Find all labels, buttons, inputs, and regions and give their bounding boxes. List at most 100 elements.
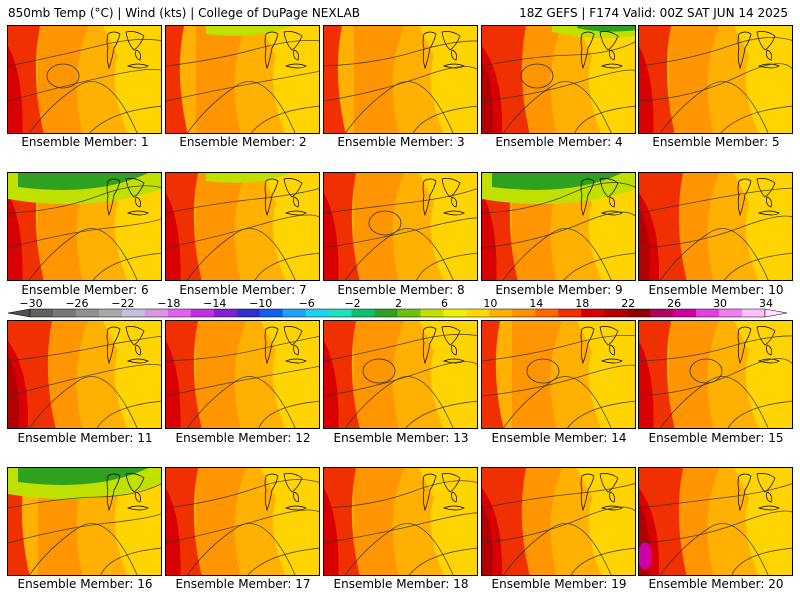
temperature-field-map [482,173,635,280]
ensemble-map-panel [638,25,793,134]
colorbar-tick-label: −14 [203,297,226,310]
ensemble-member-label: Ensemble Member: 16 [17,577,153,591]
colorbar-swatch [512,309,536,317]
ensemble-member-label: Ensemble Member: 5 [652,135,780,149]
colorbar-swatch [420,309,444,317]
ensemble-member-label: Ensemble Member: 11 [17,431,153,445]
ensemble-member-label: Ensemble Member: 19 [491,577,627,591]
ensemble-member-label: Ensemble Member: 12 [175,431,311,445]
ensemble-map-panel [481,320,636,429]
ensemble-map-panel [638,172,793,281]
ensemble-member-label: Ensemble Member: 17 [175,577,311,591]
colorbar-tick-label: 2 [395,297,402,310]
colorbar-swatch [305,309,330,317]
colorbar-tick-label: 10 [483,297,497,310]
ensemble-map-panel [165,320,320,429]
colorbar-swatch [121,309,146,317]
ensemble-member-label: Ensemble Member: 18 [333,577,469,591]
colorbar-swatch [742,309,766,317]
colorbar-tick-label: −6 [299,297,315,310]
ensemble-member-label: Ensemble Member: 4 [495,135,623,149]
colorbar-swatch [236,309,261,317]
ensemble-map-panel [638,467,793,576]
colorbar-swatch [75,309,100,317]
ensemble-member-label: Ensemble Member: 8 [337,283,465,297]
ensemble-member-label: Ensemble Member: 14 [491,431,627,445]
colorbar-swatch [489,309,513,317]
colorbar-swatch [52,309,77,317]
ensemble-member-label: Ensemble Member: 10 [648,283,784,297]
colorbar-swatch [282,309,307,317]
temperature-field-map [639,468,792,575]
temperature-field-map [324,26,477,133]
colorbar-swatch [673,309,697,317]
ensemble-member-label: Ensemble Member: 9 [495,283,623,297]
temperature-field-map [482,321,635,428]
colorbar-swatch [650,309,674,317]
temperature-colorbar: −30−26−22−18−14−10−6−2261014182226303438… [7,297,788,318]
temperature-field-map [324,468,477,575]
ensemble-map-panel [638,320,793,429]
ensemble-map-panel [7,320,162,429]
colorbar-swatch [466,309,490,317]
colorbar-swatch [558,309,582,317]
ensemble-map-panel [323,320,478,429]
colorbar-tick-label: −26 [65,297,88,310]
colorbar-swatch [443,309,467,317]
temperature-field-map [324,173,477,280]
map-title: 850mb Temp (°C) | Wind (kts) | College o… [8,6,361,20]
temperature-field-map [482,26,635,133]
colorbar-tick-label: 14 [529,297,543,310]
ensemble-map-panel [481,467,636,576]
ensemble-member-label: Ensemble Member: 15 [648,431,784,445]
colorbar-high-arrow [764,308,788,318]
colorbar-tick-label: −30 [19,297,42,310]
ensemble-map-panel [7,172,162,281]
header: 850mb Temp (°C) | Wind (kts) | College o… [0,0,800,22]
colorbar-tick-label: 30 [713,297,727,310]
colorbar-low-arrow [7,308,31,318]
temperature-field-map [482,468,635,575]
temperature-field-map [639,26,792,133]
temperature-field-map [8,173,161,280]
ensemble-member-label: Ensemble Member: 2 [179,135,307,149]
colorbar-tick-label: −10 [249,297,272,310]
colorbar-tick-label: 18 [575,297,589,310]
ensemble-map-panel [7,25,162,134]
colorbar-swatch [604,309,628,317]
ensemble-map-panel [481,25,636,134]
ensemble-member-label: Ensemble Member: 6 [21,283,149,297]
temperature-field-map [8,468,161,575]
ensemble-map-panel [481,172,636,281]
temperature-field-map [166,321,319,428]
run-valid-time: 18Z GEFS | F174 Valid: 00Z SAT JUN 14 20… [519,6,788,20]
ensemble-member-label: Ensemble Member: 7 [179,283,307,297]
colorbar-swatch [719,309,743,317]
ensemble-member-label: Ensemble Member: 13 [333,431,469,445]
colorbar-swatch [351,309,376,317]
colorbar-swatch [696,309,720,317]
ensemble-map-panel [165,467,320,576]
colorbar-tick-label: −22 [111,297,134,310]
colorbar-swatch [259,309,284,317]
temperature-field-map [324,321,477,428]
temperature-field-map [166,173,319,280]
colorbar-tick-label: −2 [344,297,360,310]
temperature-field-map [166,468,319,575]
colorbar-tick-label: 26 [667,297,681,310]
colorbar-swatch [374,309,398,317]
colorbar-swatch [144,309,169,317]
temperature-field-map [8,26,161,133]
colorbar-swatch [213,309,238,317]
temperature-field-map [166,26,319,133]
colorbar-swatch [167,309,192,317]
colorbar-tick-label: 34 [759,297,773,310]
colorbar-tick-label: 6 [441,297,448,310]
ensemble-member-label: Ensemble Member: 20 [648,577,784,591]
colorbar-swatch [581,309,605,317]
ensemble-member-label: Ensemble Member: 1 [21,135,149,149]
temperature-field-map [639,173,792,280]
colorbar-tick-label: 22 [621,297,635,310]
ensemble-member-label: Ensemble Member: 3 [337,135,465,149]
colorbar-swatch [190,309,215,317]
